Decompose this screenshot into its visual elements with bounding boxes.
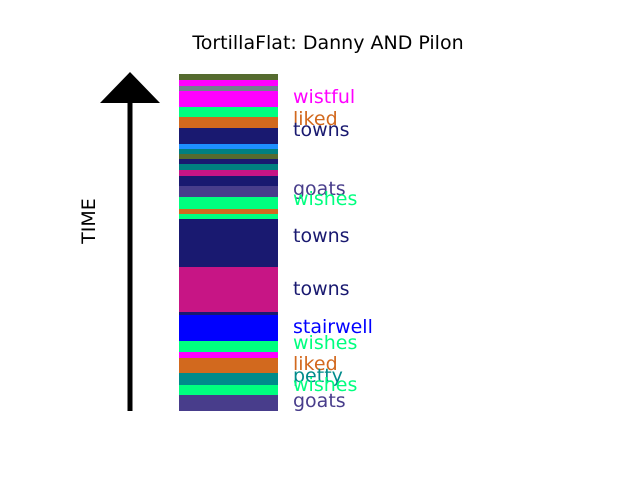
word-label: liked xyxy=(293,108,338,130)
word-label: wishes xyxy=(293,188,357,210)
bar-segment xyxy=(179,128,278,138)
bar-segment xyxy=(179,373,278,385)
bar-segment xyxy=(179,144,278,149)
segment-bar xyxy=(179,74,278,411)
bar-segment xyxy=(179,138,278,144)
time-arrow-head xyxy=(100,72,160,103)
word-label: towns xyxy=(293,278,350,300)
bar-segment xyxy=(179,80,278,86)
bar-segment xyxy=(179,214,278,219)
word-label: goats xyxy=(293,390,346,412)
bar-segment xyxy=(179,154,278,159)
bar-segment xyxy=(179,170,278,176)
word-label: wistful xyxy=(293,86,355,108)
bar-segment xyxy=(179,159,278,164)
bar-segment xyxy=(179,91,278,97)
word-label: wishes xyxy=(293,332,357,354)
word-label: towns xyxy=(293,225,350,247)
bar-segment xyxy=(179,97,278,107)
bar-segment xyxy=(179,352,278,358)
bar-segment xyxy=(179,209,278,214)
word-label: stairwell xyxy=(293,316,373,338)
word-label: towns xyxy=(293,119,350,141)
bar-segment xyxy=(179,86,278,91)
bar-segment xyxy=(179,358,278,373)
bar-segment xyxy=(179,117,278,128)
y-axis-label: TIME xyxy=(78,198,100,245)
bar-segment xyxy=(179,262,278,266)
bar-segment xyxy=(179,266,278,267)
word-label: wishes xyxy=(293,374,357,396)
bar-segment xyxy=(179,107,278,117)
bar-segment xyxy=(179,312,278,316)
word-label: liked xyxy=(293,353,338,375)
bar-segment xyxy=(179,186,278,197)
bar-segment xyxy=(179,315,278,341)
bar-segment xyxy=(179,164,278,170)
bar-segment xyxy=(179,149,278,154)
word-labels: wistfullikedtownsgoatswishestownstownsst… xyxy=(293,86,373,412)
bar-segment xyxy=(179,385,278,395)
bar-segment xyxy=(179,219,278,262)
bar-segment xyxy=(179,267,278,312)
bar-segment xyxy=(179,74,278,80)
bar-segment xyxy=(179,197,278,209)
word-label: petty xyxy=(293,365,343,387)
word-label: goats xyxy=(293,178,346,200)
bar-segment xyxy=(179,341,278,352)
bar-segment xyxy=(179,395,278,411)
bar-segment xyxy=(179,176,278,186)
chart-title: TortillaFlat: Danny AND Pilon xyxy=(191,32,463,54)
